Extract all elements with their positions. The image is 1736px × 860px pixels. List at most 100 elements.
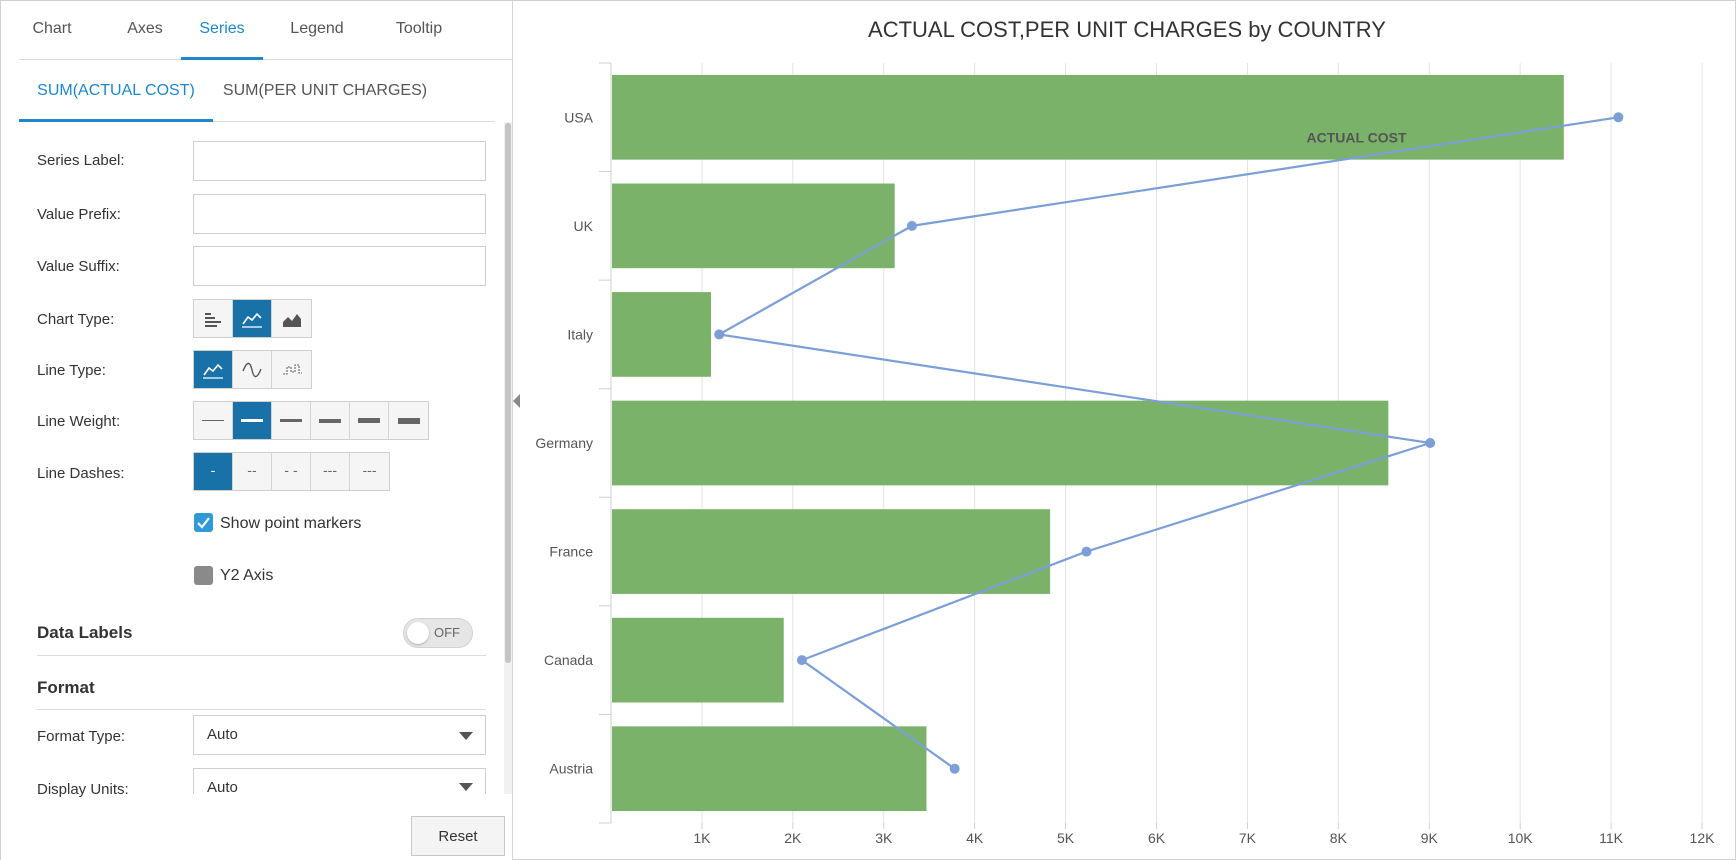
y2-axis-label: Y2 Axis xyxy=(220,567,274,584)
line-weight-2-icon[interactable] xyxy=(233,402,272,439)
line-type-label: Line Type: xyxy=(37,362,106,379)
tab-tooltip[interactable]: Tooltip xyxy=(395,20,443,37)
x-tick-label: 3K xyxy=(875,830,893,846)
line-dashes-label: Line Dashes: xyxy=(37,465,125,482)
tab-series-actual-cost[interactable]: SUM(ACTUAL COST) xyxy=(19,61,213,122)
line-weight-1-icon[interactable] xyxy=(194,402,233,439)
line-point-marker xyxy=(1081,546,1092,557)
chart-bars xyxy=(612,74,1564,812)
format-type-label: Format Type: xyxy=(37,728,126,745)
chevron-down-icon xyxy=(459,783,473,791)
dash-spaced-button[interactable]: - - xyxy=(272,453,311,490)
data-labels-toggle[interactable]: OFF xyxy=(403,618,473,648)
x-tick-label: 2K xyxy=(784,830,802,846)
x-tick-label: 11K xyxy=(1599,830,1624,846)
series-label-input[interactable] xyxy=(193,141,486,181)
series-selector-tabs: SUM(ACTUAL COST) SUM(PER UNIT CHARGES) xyxy=(19,61,495,122)
toggle-state-text: OFF xyxy=(434,625,460,640)
straight-line-icon[interactable] xyxy=(194,351,233,388)
line-weight-4-icon[interactable] xyxy=(311,402,350,439)
toggle-knob xyxy=(407,622,429,644)
x-tick-label: 1K xyxy=(693,830,711,846)
x-tick-label: 5K xyxy=(1057,830,1075,846)
line-point-marker xyxy=(949,763,960,774)
x-tick-label: 6K xyxy=(1148,830,1166,846)
format-type-select[interactable]: Auto xyxy=(193,715,486,755)
divider xyxy=(37,655,486,656)
series-line-label: ACTUAL COST xyxy=(1306,129,1407,145)
line-point-marker xyxy=(906,220,917,231)
reset-button[interactable]: Reset xyxy=(411,816,505,856)
panel-scrollbar-thumb[interactable] xyxy=(505,123,511,663)
spline-line-icon[interactable] xyxy=(233,351,272,388)
dash-solid-button[interactable]: - xyxy=(194,453,233,490)
settings-tabs: Chart Axes Series Legend Tooltip xyxy=(19,1,513,60)
y-category-label: Italy xyxy=(567,326,593,342)
step-line-icon[interactable] xyxy=(272,351,311,388)
divider xyxy=(37,709,486,710)
line-chart-icon[interactable] xyxy=(233,300,272,337)
dash-long-button[interactable]: --- xyxy=(311,453,350,490)
x-tick-label: 9K xyxy=(1421,830,1439,846)
chevron-down-icon xyxy=(459,732,473,740)
show-point-markers-label: Show point markers xyxy=(220,515,362,532)
line-weight-label: Line Weight: xyxy=(37,413,121,430)
y-category-label: France xyxy=(549,544,593,560)
line-weight-buttons xyxy=(193,401,429,440)
format-heading: Format xyxy=(37,678,95,697)
value-prefix-input[interactable] xyxy=(193,194,486,234)
line-point-marker xyxy=(796,655,807,666)
value-suffix-input[interactable] xyxy=(193,246,486,286)
chart-title: ACTUAL COST,PER UNIT CHARGES by COUNTRY xyxy=(868,17,1386,42)
display-units-select[interactable]: Auto xyxy=(193,768,486,796)
show-point-markers-checkbox[interactable] xyxy=(194,513,213,532)
dash-longer-button[interactable]: --- xyxy=(350,453,389,490)
line-type-buttons xyxy=(193,350,312,389)
line-point-marker xyxy=(714,329,725,340)
check-icon xyxy=(197,517,210,529)
area-chart-icon[interactable] xyxy=(272,300,311,337)
value-suffix-label: Value Suffix: xyxy=(37,258,120,275)
x-tick-label: 8K xyxy=(1330,830,1348,846)
format-type-value: Auto xyxy=(207,726,238,743)
chart-axes: 1K 2K 3K 4K 5K 6K 7K 8K 9K 10K 11K 12K USA UK Italy Ger… xyxy=(535,62,1716,846)
line-point-marker xyxy=(1425,438,1436,448)
line-weight-6-icon[interactable] xyxy=(389,402,428,439)
x-tick-label: 4K xyxy=(966,830,984,846)
bar-austria xyxy=(612,726,927,812)
bar-italy xyxy=(612,292,712,377)
bar-france xyxy=(612,509,1051,594)
line-weight-5-icon[interactable] xyxy=(350,402,389,439)
line-point-marker xyxy=(1613,112,1624,123)
x-tick-label: 12K xyxy=(1690,830,1716,846)
chart-line-series: ACTUAL COST xyxy=(714,112,1624,774)
dash-short-button[interactable]: -- xyxy=(233,453,272,490)
bar-germany xyxy=(612,400,1389,486)
collapse-panel-icon[interactable] xyxy=(513,394,520,408)
tab-series[interactable]: Series xyxy=(181,1,263,60)
y-category-label: Canada xyxy=(544,652,593,668)
tab-series-per-unit-charges[interactable]: SUM(PER UNIT CHARGES) xyxy=(222,82,428,99)
bar-uk xyxy=(612,183,895,269)
series-settings-panel: Chart Axes Series Legend Tooltip SUM(ACT… xyxy=(1,1,513,860)
line-weight-3-icon[interactable] xyxy=(272,402,311,439)
y-category-label: Germany xyxy=(535,435,593,451)
chart-type-buttons xyxy=(193,299,312,338)
line-dash-buttons: - -- - - --- --- xyxy=(193,452,390,491)
tab-axes[interactable]: Axes xyxy=(127,20,163,37)
bar-canada xyxy=(612,617,784,703)
tab-chart[interactable]: Chart xyxy=(32,20,72,37)
bar-chart-icon[interactable] xyxy=(194,300,233,337)
data-labels-heading: Data Labels xyxy=(37,623,133,642)
x-tick-label: 10K xyxy=(1508,830,1534,846)
chart-canvas: ACTUAL COST,PER UNIT CHARGES by COUNTRY … xyxy=(535,17,1716,846)
y-category-label: Austria xyxy=(549,761,593,777)
value-prefix-label: Value Prefix: xyxy=(37,206,121,223)
y-category-label: UK xyxy=(574,218,594,234)
display-units-label: Display Units: xyxy=(37,781,129,798)
series-label-label: Series Label: xyxy=(37,152,125,169)
y-category-label: USA xyxy=(564,109,593,125)
tab-legend[interactable]: Legend xyxy=(290,20,344,37)
y2-axis-checkbox[interactable] xyxy=(194,566,213,585)
